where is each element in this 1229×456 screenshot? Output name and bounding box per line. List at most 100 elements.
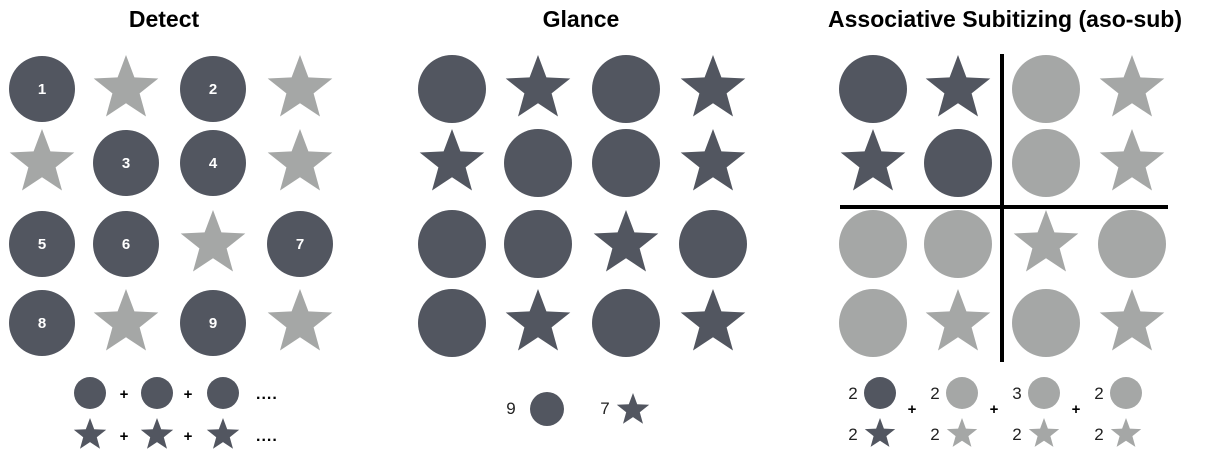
- glance-title: Glance: [543, 6, 620, 32]
- star-shape: [616, 393, 650, 424]
- detect-title: Detect: [129, 6, 200, 32]
- legend-star-icon: [616, 393, 650, 424]
- detect-light-star: [267, 55, 333, 117]
- star-count-label: 2: [930, 425, 939, 444]
- legend-star-icon: [1028, 418, 1060, 447]
- legend-plus: +: [120, 428, 129, 445]
- legend-circle-icon: [141, 377, 173, 409]
- star-count-label: 2: [1094, 425, 1103, 444]
- aso-light-circle: [1012, 289, 1080, 357]
- aso-dark-circle: [839, 55, 907, 123]
- legend-plus: +: [184, 428, 193, 445]
- aso-light-circle: [1012, 55, 1080, 123]
- circle-count-label: 9: [506, 399, 515, 418]
- detect-dark-circle: [93, 130, 159, 196]
- legend-plus: +: [990, 401, 999, 418]
- glance-dark-circle: [418, 289, 486, 357]
- glance-dark-star: [680, 55, 746, 117]
- legend-plus: +: [120, 386, 129, 403]
- circle-number-label: 1: [38, 81, 46, 98]
- aso-light-circle: [1012, 129, 1080, 197]
- glance-dark-star: [680, 129, 746, 191]
- star-shape: [206, 418, 240, 449]
- detect-dark-circle: [180, 130, 246, 196]
- detect-light-star: [9, 129, 75, 191]
- legend-ellipsis: ....: [256, 428, 278, 445]
- glance-dark-star: [419, 129, 485, 191]
- aso-light-circle: [1098, 210, 1166, 278]
- circle-number-label: 8: [38, 315, 46, 332]
- star-count-label: 2: [1012, 425, 1021, 444]
- legend-circle-icon: [864, 377, 896, 409]
- star-count-label: 2: [848, 425, 857, 444]
- star-count-label: 7: [600, 399, 609, 418]
- aso-sub-legend: 2 2 +2 2 +3 2 +2 2: [848, 377, 1142, 447]
- circle-count-label: 2: [848, 384, 857, 403]
- detect-light-star: [267, 129, 333, 191]
- detect-dark-circle: [180, 290, 246, 356]
- glance-dark-star: [593, 210, 659, 272]
- legend-star-icon: [140, 418, 174, 449]
- legend-star-icon: [946, 418, 978, 447]
- detect-dark-circle: [9, 211, 75, 277]
- aso-light-circle: [924, 210, 992, 278]
- circle-count-label: 2: [930, 384, 939, 403]
- aso-light-circle: [839, 289, 907, 357]
- detect-light-star: [180, 210, 246, 272]
- glance-dark-circle: [418, 210, 486, 278]
- aso-light-star: [1099, 55, 1165, 117]
- circle-number-label: 4: [209, 155, 218, 172]
- legend-circle-icon: [207, 377, 239, 409]
- glance-dark-circle: [504, 129, 572, 197]
- star-shape: [140, 418, 174, 449]
- legend-plus: +: [908, 401, 917, 418]
- aso-dark-star: [925, 55, 991, 117]
- aso-light-star: [1099, 289, 1165, 351]
- circle-count-label: 3: [1012, 384, 1021, 403]
- legend-circle-icon: [946, 377, 978, 409]
- circle-number-label: 5: [38, 236, 46, 253]
- detect-grid: 1 2 3 4 5 6 7 8 9: [9, 55, 333, 356]
- legend-star-icon: [206, 418, 240, 449]
- legend-circle-icon: [1110, 377, 1142, 409]
- glance-dark-circle: [592, 129, 660, 197]
- detect-dark-circle: [9, 56, 75, 122]
- detect-legend: + + .... + + ....: [73, 377, 278, 449]
- legend-plus: +: [184, 386, 193, 403]
- aso-dark-circle: [924, 129, 992, 197]
- aso-dark-star: [840, 129, 906, 191]
- detect-dark-circle: [93, 211, 159, 277]
- circle-number-label: 9: [209, 315, 217, 332]
- circle-number-label: 6: [122, 236, 130, 253]
- glance-grid: [418, 55, 747, 357]
- legend-star-icon: [1110, 418, 1142, 447]
- glance-legend: 9 7: [506, 392, 650, 426]
- legend-circle-icon: [1028, 377, 1060, 409]
- circle-number-label: 2: [209, 81, 217, 98]
- detect-dark-circle: [180, 56, 246, 122]
- detect-dark-circle: [267, 211, 333, 277]
- detect-light-star: [267, 289, 333, 351]
- aso-sub-grid: [839, 55, 1166, 357]
- aso-light-circle: [839, 210, 907, 278]
- legend-plus: +: [1072, 401, 1081, 418]
- aso-light-star: [925, 289, 991, 351]
- glance-dark-circle: [592, 289, 660, 357]
- aso-light-star: [1013, 210, 1079, 272]
- legend-ellipsis: ....: [256, 386, 278, 403]
- aso-light-star: [1099, 129, 1165, 191]
- glance-dark-circle: [504, 210, 572, 278]
- glance-dark-star: [505, 289, 571, 351]
- glance-dark-circle: [679, 210, 747, 278]
- star-shape: [73, 418, 107, 449]
- aso-sub-title: Associative Subitizing (aso-sub): [828, 6, 1182, 32]
- circle-number-label: 3: [122, 155, 130, 172]
- glance-dark-circle: [592, 55, 660, 123]
- legend-circle-icon: [74, 377, 106, 409]
- circle-number-label: 7: [296, 236, 304, 253]
- detect-light-star: [93, 55, 159, 117]
- glance-dark-star: [680, 289, 746, 351]
- glance-dark-star: [505, 55, 571, 117]
- legend-star-icon: [73, 418, 107, 449]
